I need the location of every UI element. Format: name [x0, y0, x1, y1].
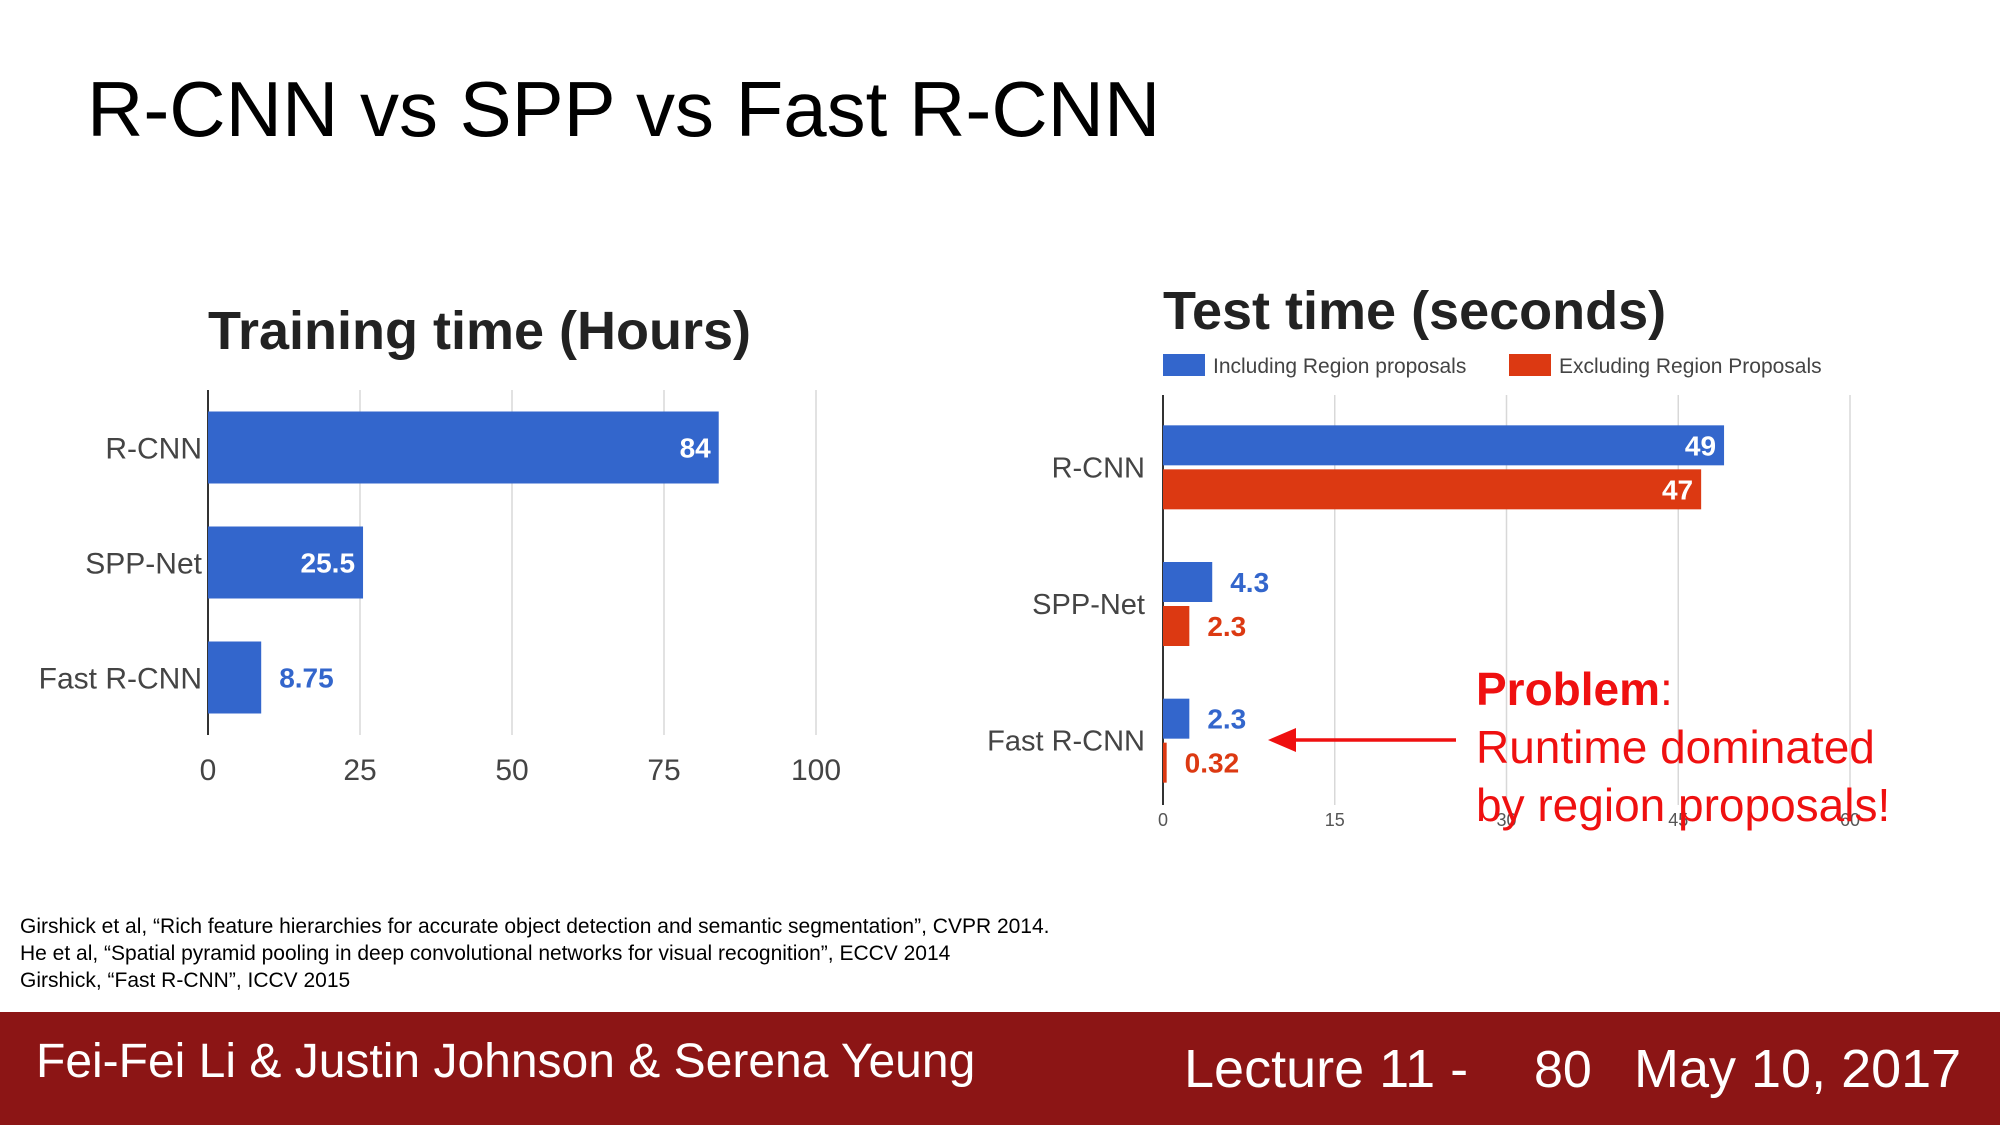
- slide-title: R-CNN vs SPP vs Fast R-CNN: [87, 65, 1161, 153]
- bar-value-label: 84: [680, 433, 712, 464]
- x-tick-label: 25: [343, 754, 376, 787]
- problem-line-3: by region proposals!: [1476, 779, 1891, 831]
- x-tick-label: 0: [1158, 810, 1168, 830]
- training-chart-title: Training time (Hours): [208, 301, 752, 361]
- x-tick-label: 75: [647, 754, 680, 787]
- reference-item: Girshick et al, “Rich feature hierarchie…: [20, 915, 1050, 938]
- x-tick-label: 60: [1840, 810, 1860, 830]
- bar: [1163, 562, 1213, 602]
- bar-value-label: 49: [1685, 430, 1716, 461]
- references: Girshick et al, “Rich feature hierarchie…: [20, 913, 1050, 994]
- bar: [208, 526, 364, 599]
- x-tick-label: 0: [200, 754, 217, 787]
- footer-lecture: Lecture 11 -: [1184, 1039, 1469, 1099]
- problem-label: Problem: [1476, 663, 1661, 715]
- x-tick-label: 30: [1496, 810, 1516, 830]
- legend-label: Including Region proposals: [1213, 355, 1466, 378]
- bar: [208, 641, 262, 714]
- footer-page-number: 80: [1534, 1041, 1592, 1099]
- footer-authors: Fei-Fei Li & Justin Johnson & Serena Yeu…: [36, 1035, 976, 1088]
- x-tick-label: 45: [1668, 810, 1688, 830]
- bar-value-label: 2.3: [1207, 611, 1246, 642]
- y-category-label: SPP-Net: [85, 548, 202, 581]
- legend-swatch: [1509, 354, 1551, 376]
- y-category-label: R-CNN: [1052, 452, 1145, 484]
- y-category-label: Fast R-CNN: [39, 663, 202, 696]
- legend-swatch: [1163, 354, 1205, 376]
- bar: [1163, 606, 1190, 646]
- x-tick-label: 100: [791, 754, 841, 787]
- x-tick-label: 50: [495, 754, 528, 787]
- bar-value-label: 25.5: [301, 548, 356, 579]
- bar: [1163, 698, 1190, 739]
- bar-value-label: 8.75: [279, 663, 334, 694]
- annotation-arrow-head: [1268, 728, 1296, 752]
- footer-date: May 10, 2017: [1634, 1039, 1962, 1099]
- problem-annotation: Problem: Runtime dominated by region pro…: [1476, 660, 1890, 834]
- bar-value-label: 2.3: [1207, 704, 1246, 735]
- bar: [1163, 469, 1702, 510]
- bar-value-label: 4.3: [1230, 567, 1269, 598]
- x-tick-label: 15: [1325, 810, 1345, 830]
- reference-item: Girshick, “Fast R-CNN”, ICCV 2015: [20, 969, 351, 992]
- bar-value-label: 47: [1662, 474, 1693, 505]
- bar: [1163, 425, 1725, 466]
- bar: [1163, 742, 1167, 783]
- reference-item: He et al, “Spatial pyramid pooling in de…: [20, 942, 951, 965]
- footer-bar: Fei-Fei Li & Justin Johnson & Serena Yeu…: [0, 1012, 2000, 1125]
- bar: [208, 411, 719, 484]
- problem-line-2: Runtime dominated: [1476, 721, 1875, 773]
- y-category-label: Fast R-CNN: [987, 726, 1145, 758]
- test-chart-title: Test time (seconds): [1163, 281, 1667, 341]
- y-category-label: R-CNN: [105, 433, 202, 466]
- problem-colon: :: [1660, 663, 1673, 715]
- bar-value-label: 0.32: [1185, 748, 1240, 779]
- y-category-label: SPP-Net: [1032, 589, 1145, 621]
- legend-label: Excluding Region Proposals: [1559, 355, 1822, 378]
